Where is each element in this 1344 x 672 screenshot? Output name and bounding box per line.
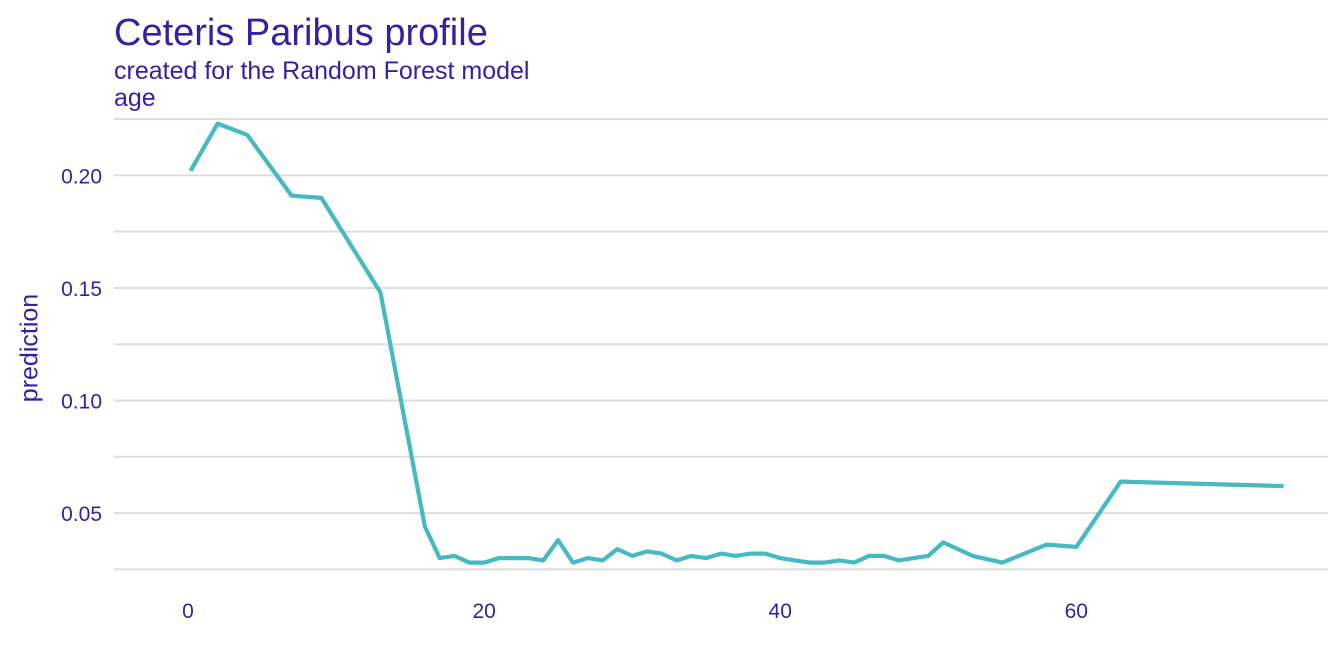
y-tick-label: 0.05 <box>61 503 102 526</box>
panel-label: age <box>114 84 156 112</box>
y-tick-label: 0.15 <box>61 278 102 301</box>
chart-subtitle: created for the Random Forest model <box>114 57 530 85</box>
y-tick-label: 0.20 <box>61 165 102 188</box>
series-layer <box>188 121 1284 565</box>
chart-title: Ceteris Paribus profile <box>114 12 488 54</box>
x-tick-labels: 0 20 40 60 <box>182 600 1088 623</box>
grid-layer <box>114 118 1328 571</box>
series-line <box>188 121 1284 565</box>
x-tick-label: 60 <box>1065 600 1088 623</box>
y-tick-labels: 0.05 0.10 0.15 0.20 <box>61 165 102 526</box>
x-tick-label: 0 <box>182 600 194 623</box>
x-tick-label: 20 <box>472 600 495 623</box>
y-tick-label: 0.10 <box>61 391 102 414</box>
x-tick-label: 40 <box>769 600 792 623</box>
